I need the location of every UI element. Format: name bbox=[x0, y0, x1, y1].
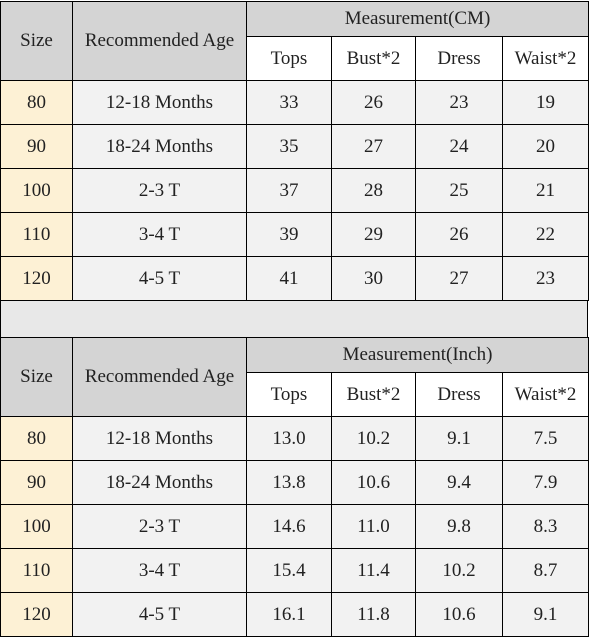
table-row: 110 3-4 T 39 29 26 22 bbox=[0, 212, 589, 257]
size-cell: 100 bbox=[0, 168, 73, 213]
size-cell: 110 bbox=[0, 548, 73, 593]
dress-column-header: Dress bbox=[415, 372, 503, 417]
measurement-header: Measurement(CM) bbox=[245, 1, 589, 37]
dress-cell: 26 bbox=[415, 212, 503, 257]
waist-cell: 19 bbox=[501, 80, 589, 125]
waist-cell: 7.9 bbox=[501, 460, 589, 505]
dress-cell: 24 bbox=[415, 124, 503, 169]
waist-cell: 9.1 bbox=[501, 592, 589, 637]
table-row: 110 3-4 T 15.4 11.4 10.2 8.7 bbox=[0, 548, 589, 593]
table-row: 90 18-24 Months 13.8 10.6 9.4 7.9 bbox=[0, 460, 589, 505]
tops-cell: 41 bbox=[246, 256, 332, 301]
age-column-header: Recommended Age bbox=[72, 337, 247, 417]
bust-cell: 11.0 bbox=[331, 504, 416, 549]
dress-cell: 25 bbox=[415, 168, 503, 213]
bust-column-header: Bust*2 bbox=[331, 36, 416, 81]
size-cell: 110 bbox=[0, 212, 73, 257]
age-cell: 3-4 T bbox=[72, 548, 247, 593]
size-cell: 90 bbox=[0, 124, 73, 169]
age-cell: 2-3 T bbox=[72, 168, 247, 213]
bust-cell: 10.6 bbox=[331, 460, 416, 505]
age-cell: 2-3 T bbox=[72, 504, 247, 549]
tops-cell: 15.4 bbox=[246, 548, 332, 593]
tops-cell: 16.1 bbox=[246, 592, 332, 637]
size-cell: 120 bbox=[0, 592, 73, 637]
size-cell: 80 bbox=[0, 80, 73, 125]
bust-column-header: Bust*2 bbox=[331, 372, 416, 417]
dress-cell: 10.2 bbox=[415, 548, 503, 593]
table-header-row: Size Recommended Age Measurement(Inch) bbox=[0, 337, 589, 417]
bust-cell: 27 bbox=[331, 124, 416, 169]
tops-cell: 35 bbox=[246, 124, 332, 169]
table-subheader-row: Tops Bust*2 Dress Waist*2 bbox=[1, 372, 589, 417]
measurement-header: Measurement(Inch) bbox=[245, 337, 589, 373]
table-header-row: Size Recommended Age Measurement(CM) bbox=[0, 1, 589, 81]
size-chart-cm-table: Size Recommended Age Measurement(CM) Top… bbox=[0, 1, 589, 301]
bust-cell: 28 bbox=[331, 168, 416, 213]
size-chart-inch-table: Size Recommended Age Measurement(Inch) T… bbox=[0, 337, 589, 637]
waist-cell: 8.3 bbox=[501, 504, 589, 549]
bust-cell: 10.2 bbox=[331, 416, 416, 461]
tops-cell: 33 bbox=[246, 80, 332, 125]
tops-cell: 14.6 bbox=[246, 504, 332, 549]
age-cell: 3-4 T bbox=[72, 212, 247, 257]
bust-cell: 26 bbox=[331, 80, 416, 125]
age-cell: 18-24 Months bbox=[72, 124, 247, 169]
age-cell: 4-5 T bbox=[72, 256, 247, 301]
tops-cell: 37 bbox=[246, 168, 332, 213]
table-separator bbox=[0, 301, 588, 337]
table-row: 80 12-18 Months 13.0 10.2 9.1 7.5 bbox=[0, 416, 589, 461]
dress-cell: 10.6 bbox=[415, 592, 503, 637]
tops-column-header: Tops bbox=[246, 372, 332, 417]
waist-cell: 21 bbox=[501, 168, 589, 213]
tops-cell: 13.8 bbox=[246, 460, 332, 505]
dress-column-header: Dress bbox=[415, 36, 503, 81]
size-column-header: Size bbox=[0, 337, 73, 417]
age-cell: 4-5 T bbox=[72, 592, 247, 637]
bust-cell: 11.4 bbox=[331, 548, 416, 593]
tops-cell: 39 bbox=[246, 212, 332, 257]
table-row: 120 4-5 T 16.1 11.8 10.6 9.1 bbox=[0, 592, 589, 637]
age-cell: 12-18 Months bbox=[72, 80, 247, 125]
dress-cell: 23 bbox=[415, 80, 503, 125]
table-subheader-row: Tops Bust*2 Dress Waist*2 bbox=[1, 36, 589, 81]
size-cell: 90 bbox=[0, 460, 73, 505]
dress-cell: 9.1 bbox=[415, 416, 503, 461]
table-row: 120 4-5 T 41 30 27 23 bbox=[0, 256, 589, 301]
size-cell: 80 bbox=[0, 416, 73, 461]
tops-column-header: Tops bbox=[246, 36, 332, 81]
size-column-header: Size bbox=[0, 1, 73, 81]
table-row: 100 2-3 T 37 28 25 21 bbox=[0, 168, 589, 213]
dress-cell: 27 bbox=[415, 256, 503, 301]
waist-column-header: Waist*2 bbox=[501, 36, 589, 81]
size-cell: 120 bbox=[0, 256, 73, 301]
dress-cell: 9.8 bbox=[415, 504, 503, 549]
size-cell: 100 bbox=[0, 504, 73, 549]
dress-cell: 9.4 bbox=[415, 460, 503, 505]
table-row: 100 2-3 T 14.6 11.0 9.8 8.3 bbox=[0, 504, 589, 549]
waist-cell: 7.5 bbox=[501, 416, 589, 461]
waist-cell: 22 bbox=[501, 212, 589, 257]
table-row: 90 18-24 Months 35 27 24 20 bbox=[0, 124, 589, 169]
age-cell: 12-18 Months bbox=[72, 416, 247, 461]
waist-column-header: Waist*2 bbox=[501, 372, 589, 417]
waist-cell: 8.7 bbox=[501, 548, 589, 593]
age-column-header: Recommended Age bbox=[72, 1, 247, 81]
bust-cell: 29 bbox=[331, 212, 416, 257]
waist-cell: 20 bbox=[501, 124, 589, 169]
waist-cell: 23 bbox=[501, 256, 589, 301]
age-cell: 18-24 Months bbox=[72, 460, 247, 505]
bust-cell: 11.8 bbox=[331, 592, 416, 637]
bust-cell: 30 bbox=[331, 256, 416, 301]
tops-cell: 13.0 bbox=[246, 416, 332, 461]
table-row: 80 12-18 Months 33 26 23 19 bbox=[0, 80, 589, 125]
